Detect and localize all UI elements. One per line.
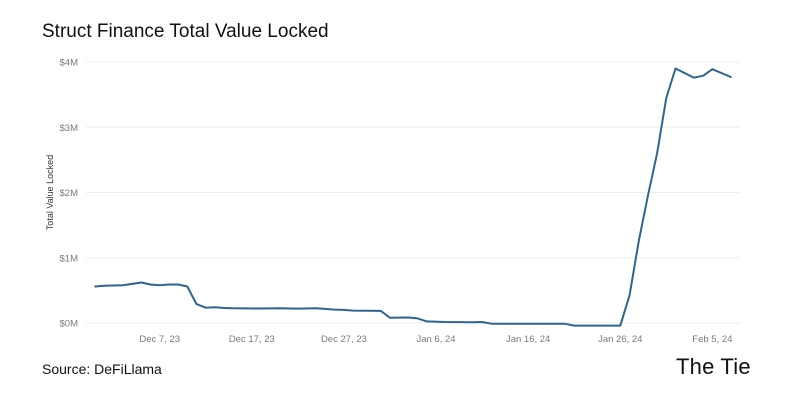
y-tick-labels: $0M $1M $2M $3M $4M	[60, 58, 79, 330]
x-tick-label: Jan 16, 24	[506, 334, 550, 345]
y-tick-label: $0M	[60, 319, 79, 330]
y-axis-title: Total Value Locked	[45, 155, 55, 230]
x-tick-label: Jan 26, 24	[598, 334, 642, 345]
source-text: Source: DeFiLlama	[42, 361, 162, 377]
y-tick-label: $3M	[60, 123, 79, 134]
y-tick-label: $4M	[60, 58, 79, 69]
x-tick-label: Dec 7, 23	[139, 334, 180, 345]
x-tick-label: Dec 17, 23	[229, 334, 275, 345]
x-tick-labels: Dec 7, 23 Dec 17, 23 Dec 27, 23 Jan 6, 24 Ja…	[139, 334, 732, 345]
x-tick-label: Jan 6, 24	[416, 334, 455, 345]
gridlines	[86, 61, 740, 324]
y-tick-label: $1M	[60, 253, 79, 264]
series-lines	[94, 67, 732, 327]
chart-title: Struct Finance Total Value Locked	[42, 21, 329, 42]
x-tick-label: Dec 27, 23	[321, 334, 367, 345]
x-tick-label: Feb 5, 24	[692, 334, 732, 345]
y-tick-label: $2M	[60, 188, 79, 199]
brand-logo: The Tie	[676, 354, 751, 379]
series-line	[94, 67, 732, 327]
